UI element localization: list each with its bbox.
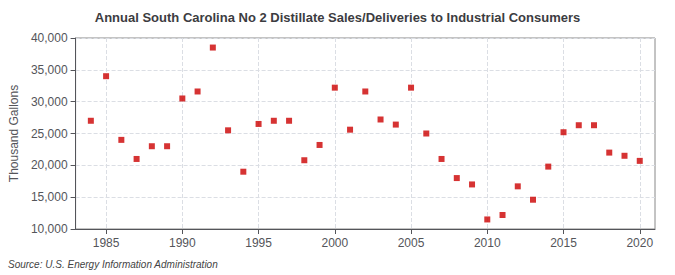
svg-text:Source: U.S. Energy Informatio: Source: U.S. Energy Information Administ… [8, 259, 218, 270]
svg-text:2005: 2005 [398, 236, 425, 250]
svg-text:25,000: 25,000 [31, 127, 68, 141]
svg-text:Annual South Carolina No 2 Dis: Annual South Carolina No 2 Distillate Sa… [95, 10, 580, 25]
svg-text:35,000: 35,000 [31, 63, 68, 77]
svg-text:1995: 1995 [245, 236, 272, 250]
svg-text:40,000: 40,000 [31, 31, 68, 45]
svg-text:2000: 2000 [321, 236, 348, 250]
svg-text:2020: 2020 [626, 236, 653, 250]
svg-text:20,000: 20,000 [31, 158, 68, 172]
svg-text:10,000: 10,000 [31, 222, 68, 236]
svg-text:Thousand Gallons: Thousand Gallons [7, 85, 21, 182]
svg-text:2010: 2010 [474, 236, 501, 250]
svg-text:15,000: 15,000 [31, 190, 68, 204]
svg-text:2015: 2015 [550, 236, 577, 250]
svg-text:1990: 1990 [169, 236, 196, 250]
svg-text:30,000: 30,000 [31, 95, 68, 109]
svg-text:1985: 1985 [93, 236, 120, 250]
